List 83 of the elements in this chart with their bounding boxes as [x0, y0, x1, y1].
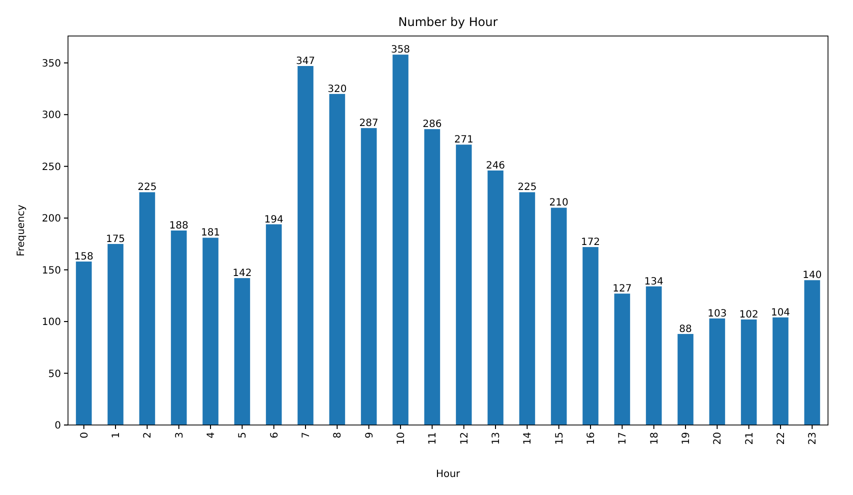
bar	[519, 192, 536, 425]
bar	[772, 317, 788, 425]
bar	[234, 278, 250, 425]
data-label: 172	[580, 237, 600, 248]
data-label: 158	[74, 252, 94, 263]
x-tick-label: 22	[776, 432, 787, 445]
bar	[170, 230, 187, 425]
x-tick-label: 23	[808, 432, 819, 445]
x-tick-label: 3	[174, 432, 186, 438]
x-tick-label: 16	[586, 432, 597, 445]
bar	[678, 334, 694, 425]
bar	[582, 247, 598, 425]
data-label: 194	[264, 214, 284, 226]
y-tick-label: 100	[42, 317, 61, 328]
bar	[329, 94, 346, 425]
y-tick-label: 0	[54, 420, 61, 432]
data-label: 287	[359, 118, 378, 130]
x-tick-label: 20	[712, 432, 724, 445]
bar	[614, 294, 630, 425]
data-label: 320	[328, 84, 347, 95]
data-label: 104	[770, 307, 790, 318]
data-label: 175	[106, 234, 126, 245]
bar	[266, 224, 282, 425]
data-label: 271	[454, 134, 474, 146]
x-tick-label: 6	[269, 432, 280, 438]
x-tick-label: 14	[522, 432, 534, 445]
y-tick-label: 150	[42, 265, 61, 276]
y-tick-label: 350	[42, 58, 61, 70]
x-tick-label: 4	[206, 432, 217, 438]
bar	[392, 54, 408, 425]
data-label: 142	[232, 268, 252, 280]
y-tick-label: 200	[42, 214, 61, 225]
x-tick-label: 15	[554, 432, 566, 445]
data-label: 210	[549, 198, 568, 209]
bar	[76, 262, 92, 425]
x-tick-label: 7	[301, 432, 312, 438]
x-tick-label: 19	[681, 432, 692, 445]
bar	[298, 66, 314, 425]
data-label: 225	[518, 182, 537, 194]
data-label: 103	[708, 308, 727, 320]
bar	[646, 286, 662, 425]
x-tick-label: 0	[79, 432, 90, 438]
x-tick-label: 9	[364, 432, 376, 438]
data-label: 188	[169, 220, 188, 232]
bar	[139, 192, 156, 425]
x-tick-label: 2	[142, 432, 154, 438]
x-tick-label: 1	[111, 432, 122, 438]
bar	[424, 129, 440, 425]
data-label: 358	[390, 44, 410, 56]
chart-title: Number by Hour	[398, 15, 498, 29]
bar	[108, 244, 124, 425]
data-label: 225	[138, 182, 157, 194]
data-label: 102	[739, 309, 758, 320]
x-tick-label: 5	[238, 432, 249, 438]
y-tick-label: 250	[42, 162, 61, 173]
x-tick-label: 17	[618, 432, 629, 445]
bar	[202, 238, 218, 425]
y-tick-label: 300	[42, 110, 61, 122]
y-tick-label: 50	[48, 368, 61, 380]
bar	[804, 280, 820, 425]
bar	[709, 318, 726, 425]
x-tick-label: 12	[459, 432, 470, 445]
x-axis-title: Hour	[436, 469, 461, 480]
x-tick-label: 10	[396, 432, 407, 445]
data-label: 181	[200, 228, 220, 239]
data-label: 347	[296, 56, 316, 68]
x-tick-label: 18	[649, 432, 660, 445]
bar	[360, 128, 377, 425]
bar	[456, 144, 472, 425]
data-label: 246	[486, 160, 506, 172]
x-tick-label: 21	[744, 432, 756, 445]
x-tick-label: 8	[332, 432, 344, 438]
data-label: 134	[644, 276, 664, 288]
data-label: 140	[802, 270, 822, 282]
x-tick-label: 13	[491, 432, 502, 445]
data-label: 286	[422, 119, 442, 130]
bar	[488, 170, 504, 425]
data-label: 127	[612, 284, 632, 295]
bar	[740, 319, 757, 425]
x-tick-label: 11	[428, 432, 439, 445]
bar	[550, 208, 567, 425]
data-label: 88	[679, 324, 692, 335]
y-axis-title: Frequency	[16, 204, 27, 256]
